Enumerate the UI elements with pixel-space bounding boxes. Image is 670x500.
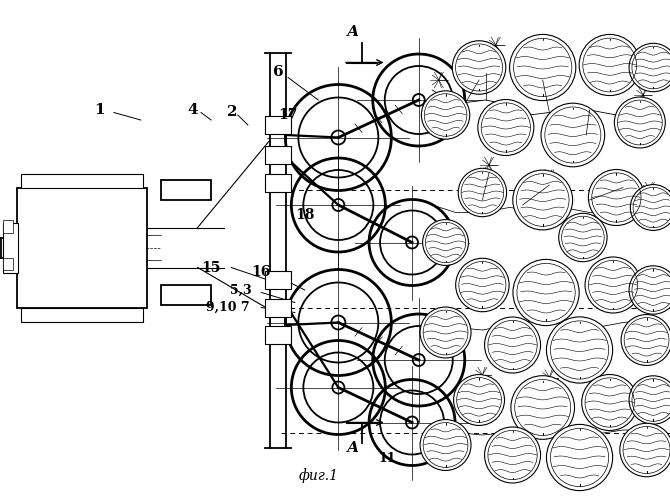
Bar [265, 146, 291, 164]
Circle shape [484, 317, 541, 373]
Bar [265, 174, 291, 192]
Circle shape [513, 170, 573, 230]
Circle shape [614, 97, 665, 148]
Circle shape [511, 376, 575, 440]
Text: 18: 18 [295, 208, 314, 222]
Bar [265, 326, 291, 344]
Text: 4: 4 [188, 103, 198, 117]
Circle shape [406, 236, 418, 248]
Circle shape [585, 257, 641, 313]
Text: 16: 16 [252, 266, 271, 280]
Bar [3, 258, 13, 270]
Bar [161, 180, 211, 200]
Circle shape [510, 34, 576, 100]
Text: фиг.1: фиг.1 [298, 468, 338, 483]
Bar [3, 222, 18, 272]
Circle shape [629, 376, 670, 424]
Text: 5,3: 5,3 [230, 284, 252, 296]
Text: А: А [347, 440, 359, 454]
Circle shape [332, 382, 344, 394]
Circle shape [513, 260, 579, 326]
Text: 17: 17 [279, 108, 297, 122]
Bar [17, 188, 147, 308]
Circle shape [421, 91, 470, 139]
Circle shape [559, 214, 607, 262]
Circle shape [478, 100, 534, 156]
Circle shape [629, 44, 670, 92]
Text: 1: 1 [94, 103, 105, 117]
Circle shape [629, 266, 670, 314]
Circle shape [547, 317, 612, 383]
Text: 2: 2 [226, 106, 237, 120]
Circle shape [413, 354, 425, 366]
Circle shape [423, 220, 468, 266]
Text: 11: 11 [379, 452, 396, 466]
Circle shape [621, 314, 670, 366]
Text: 9,10 7: 9,10 7 [206, 301, 250, 314]
Bar [265, 271, 291, 289]
Text: 6: 6 [273, 66, 283, 80]
Circle shape [547, 424, 612, 490]
Circle shape [454, 374, 505, 426]
Circle shape [588, 170, 645, 226]
Circle shape [332, 199, 344, 211]
Circle shape [582, 374, 638, 430]
Circle shape [620, 424, 670, 476]
Circle shape [332, 130, 345, 144]
Bar [3, 220, 13, 232]
Circle shape [420, 420, 471, 470]
Bar [21, 174, 143, 188]
Circle shape [484, 427, 541, 483]
Circle shape [456, 258, 509, 312]
Circle shape [420, 307, 471, 358]
Bar [161, 285, 211, 305]
Circle shape [413, 94, 425, 106]
Circle shape [541, 103, 605, 167]
Text: А: А [347, 26, 359, 40]
Circle shape [332, 316, 345, 330]
Circle shape [579, 34, 641, 96]
Text: 15: 15 [202, 260, 220, 274]
Bar [265, 298, 291, 316]
Bar [265, 116, 291, 134]
Circle shape [458, 168, 507, 216]
Circle shape [630, 184, 670, 230]
Circle shape [406, 416, 418, 428]
Bar [21, 308, 143, 322]
Circle shape [452, 41, 506, 94]
